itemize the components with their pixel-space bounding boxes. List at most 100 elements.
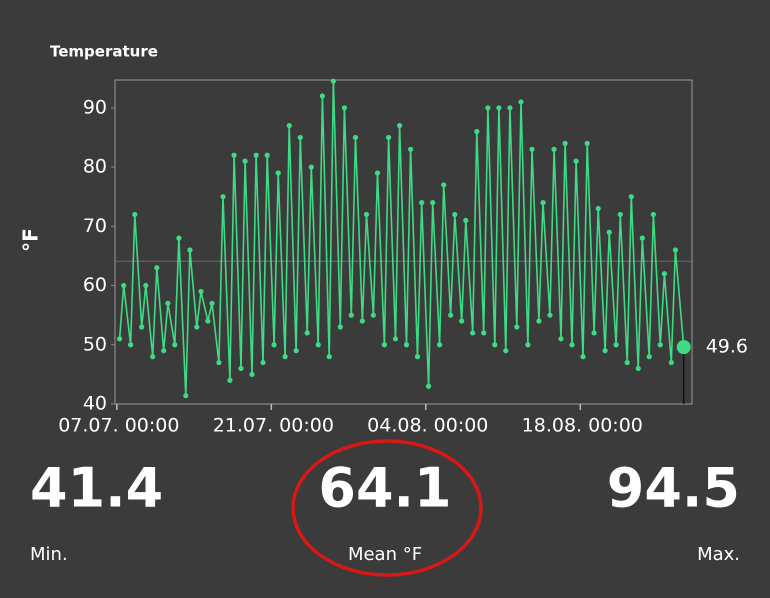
y-axis-label: °F	[19, 228, 43, 252]
data-point	[139, 324, 145, 330]
mean-value: 64.1	[318, 457, 451, 520]
data-point	[198, 288, 204, 295]
data-point	[161, 348, 167, 354]
data-point	[584, 140, 590, 146]
data-point	[569, 342, 575, 348]
data-point	[558, 336, 564, 342]
x-tick-label: 18.08. 00:00	[522, 415, 643, 437]
current-point	[676, 340, 691, 355]
data-point	[319, 93, 325, 99]
data-point	[606, 229, 612, 235]
data-point	[661, 271, 668, 277]
data-point	[414, 354, 421, 360]
data-point	[419, 200, 425, 206]
data-point	[315, 342, 321, 348]
data-point	[194, 324, 200, 330]
data-point	[187, 247, 193, 253]
data-point	[595, 205, 601, 212]
data-point	[385, 134, 392, 141]
y-tick-label: 70	[83, 215, 107, 237]
current-value-label: 49.6	[706, 336, 748, 358]
data-point	[646, 354, 652, 360]
data-point	[308, 164, 314, 170]
data-point	[363, 211, 370, 218]
data-point	[602, 348, 608, 354]
data-point	[238, 365, 244, 372]
data-point	[348, 312, 354, 318]
data-point	[253, 152, 259, 158]
data-point	[496, 105, 502, 111]
data-point	[492, 342, 498, 348]
data-point	[536, 318, 542, 324]
data-point	[408, 146, 414, 152]
data-point	[436, 342, 443, 348]
data-point	[474, 128, 480, 135]
y-tick-label: 80	[83, 156, 107, 178]
data-point	[249, 371, 255, 377]
data-point	[441, 182, 447, 188]
chart-title: Temperature	[50, 43, 158, 61]
data-point	[282, 354, 288, 360]
data-point	[518, 99, 524, 105]
data-point	[150, 354, 156, 360]
data-point	[260, 359, 266, 366]
data-point	[503, 348, 509, 354]
data-point	[573, 158, 579, 164]
data-point	[403, 342, 410, 348]
data-point	[304, 330, 310, 336]
data-point	[639, 235, 645, 241]
data-point	[650, 211, 656, 218]
data-point	[529, 146, 535, 152]
data-point	[352, 134, 359, 141]
data-point	[547, 312, 553, 318]
data-point	[624, 359, 630, 366]
data-point	[271, 342, 277, 348]
data-point	[275, 170, 281, 176]
data-point	[231, 152, 237, 158]
data-point	[617, 211, 623, 218]
data-point	[220, 194, 226, 200]
data-point	[672, 247, 679, 253]
highlight-circle	[291, 439, 483, 577]
data-point	[381, 342, 388, 348]
data-point	[293, 348, 299, 354]
data-point	[525, 342, 531, 348]
data-point	[448, 312, 454, 318]
data-point	[172, 342, 178, 348]
data-point	[143, 282, 149, 289]
data-point	[514, 324, 520, 330]
data-point	[396, 123, 403, 129]
data-point	[264, 152, 270, 158]
data-point	[359, 318, 365, 324]
y-tick-label: 50	[83, 333, 107, 355]
data-point	[330, 78, 336, 84]
data-point	[326, 354, 332, 360]
data-point	[154, 265, 160, 271]
data-point	[551, 146, 557, 152]
x-tick-label: 04.08. 00:00	[367, 415, 488, 437]
data-point	[297, 134, 303, 141]
data-point	[562, 140, 568, 146]
data-point	[341, 105, 348, 111]
data-point	[459, 318, 465, 324]
data-point	[452, 211, 458, 218]
data-point	[132, 211, 138, 218]
data-point	[635, 365, 641, 372]
data-point	[613, 342, 619, 348]
data-point	[242, 158, 248, 164]
data-point	[425, 383, 432, 389]
data-point	[128, 342, 134, 348]
max-value: 94.5	[607, 457, 740, 520]
data-point	[209, 300, 215, 306]
y-tick-label: 60	[83, 274, 107, 296]
data-point	[183, 393, 189, 399]
min-label: Min.	[30, 544, 68, 565]
data-point	[370, 312, 376, 318]
data-point	[507, 105, 513, 111]
data-point	[121, 282, 127, 289]
data-point	[430, 200, 436, 206]
data-point	[216, 359, 222, 366]
max-label: Max.	[697, 544, 740, 565]
data-point	[463, 217, 469, 223]
data-point	[540, 200, 546, 206]
